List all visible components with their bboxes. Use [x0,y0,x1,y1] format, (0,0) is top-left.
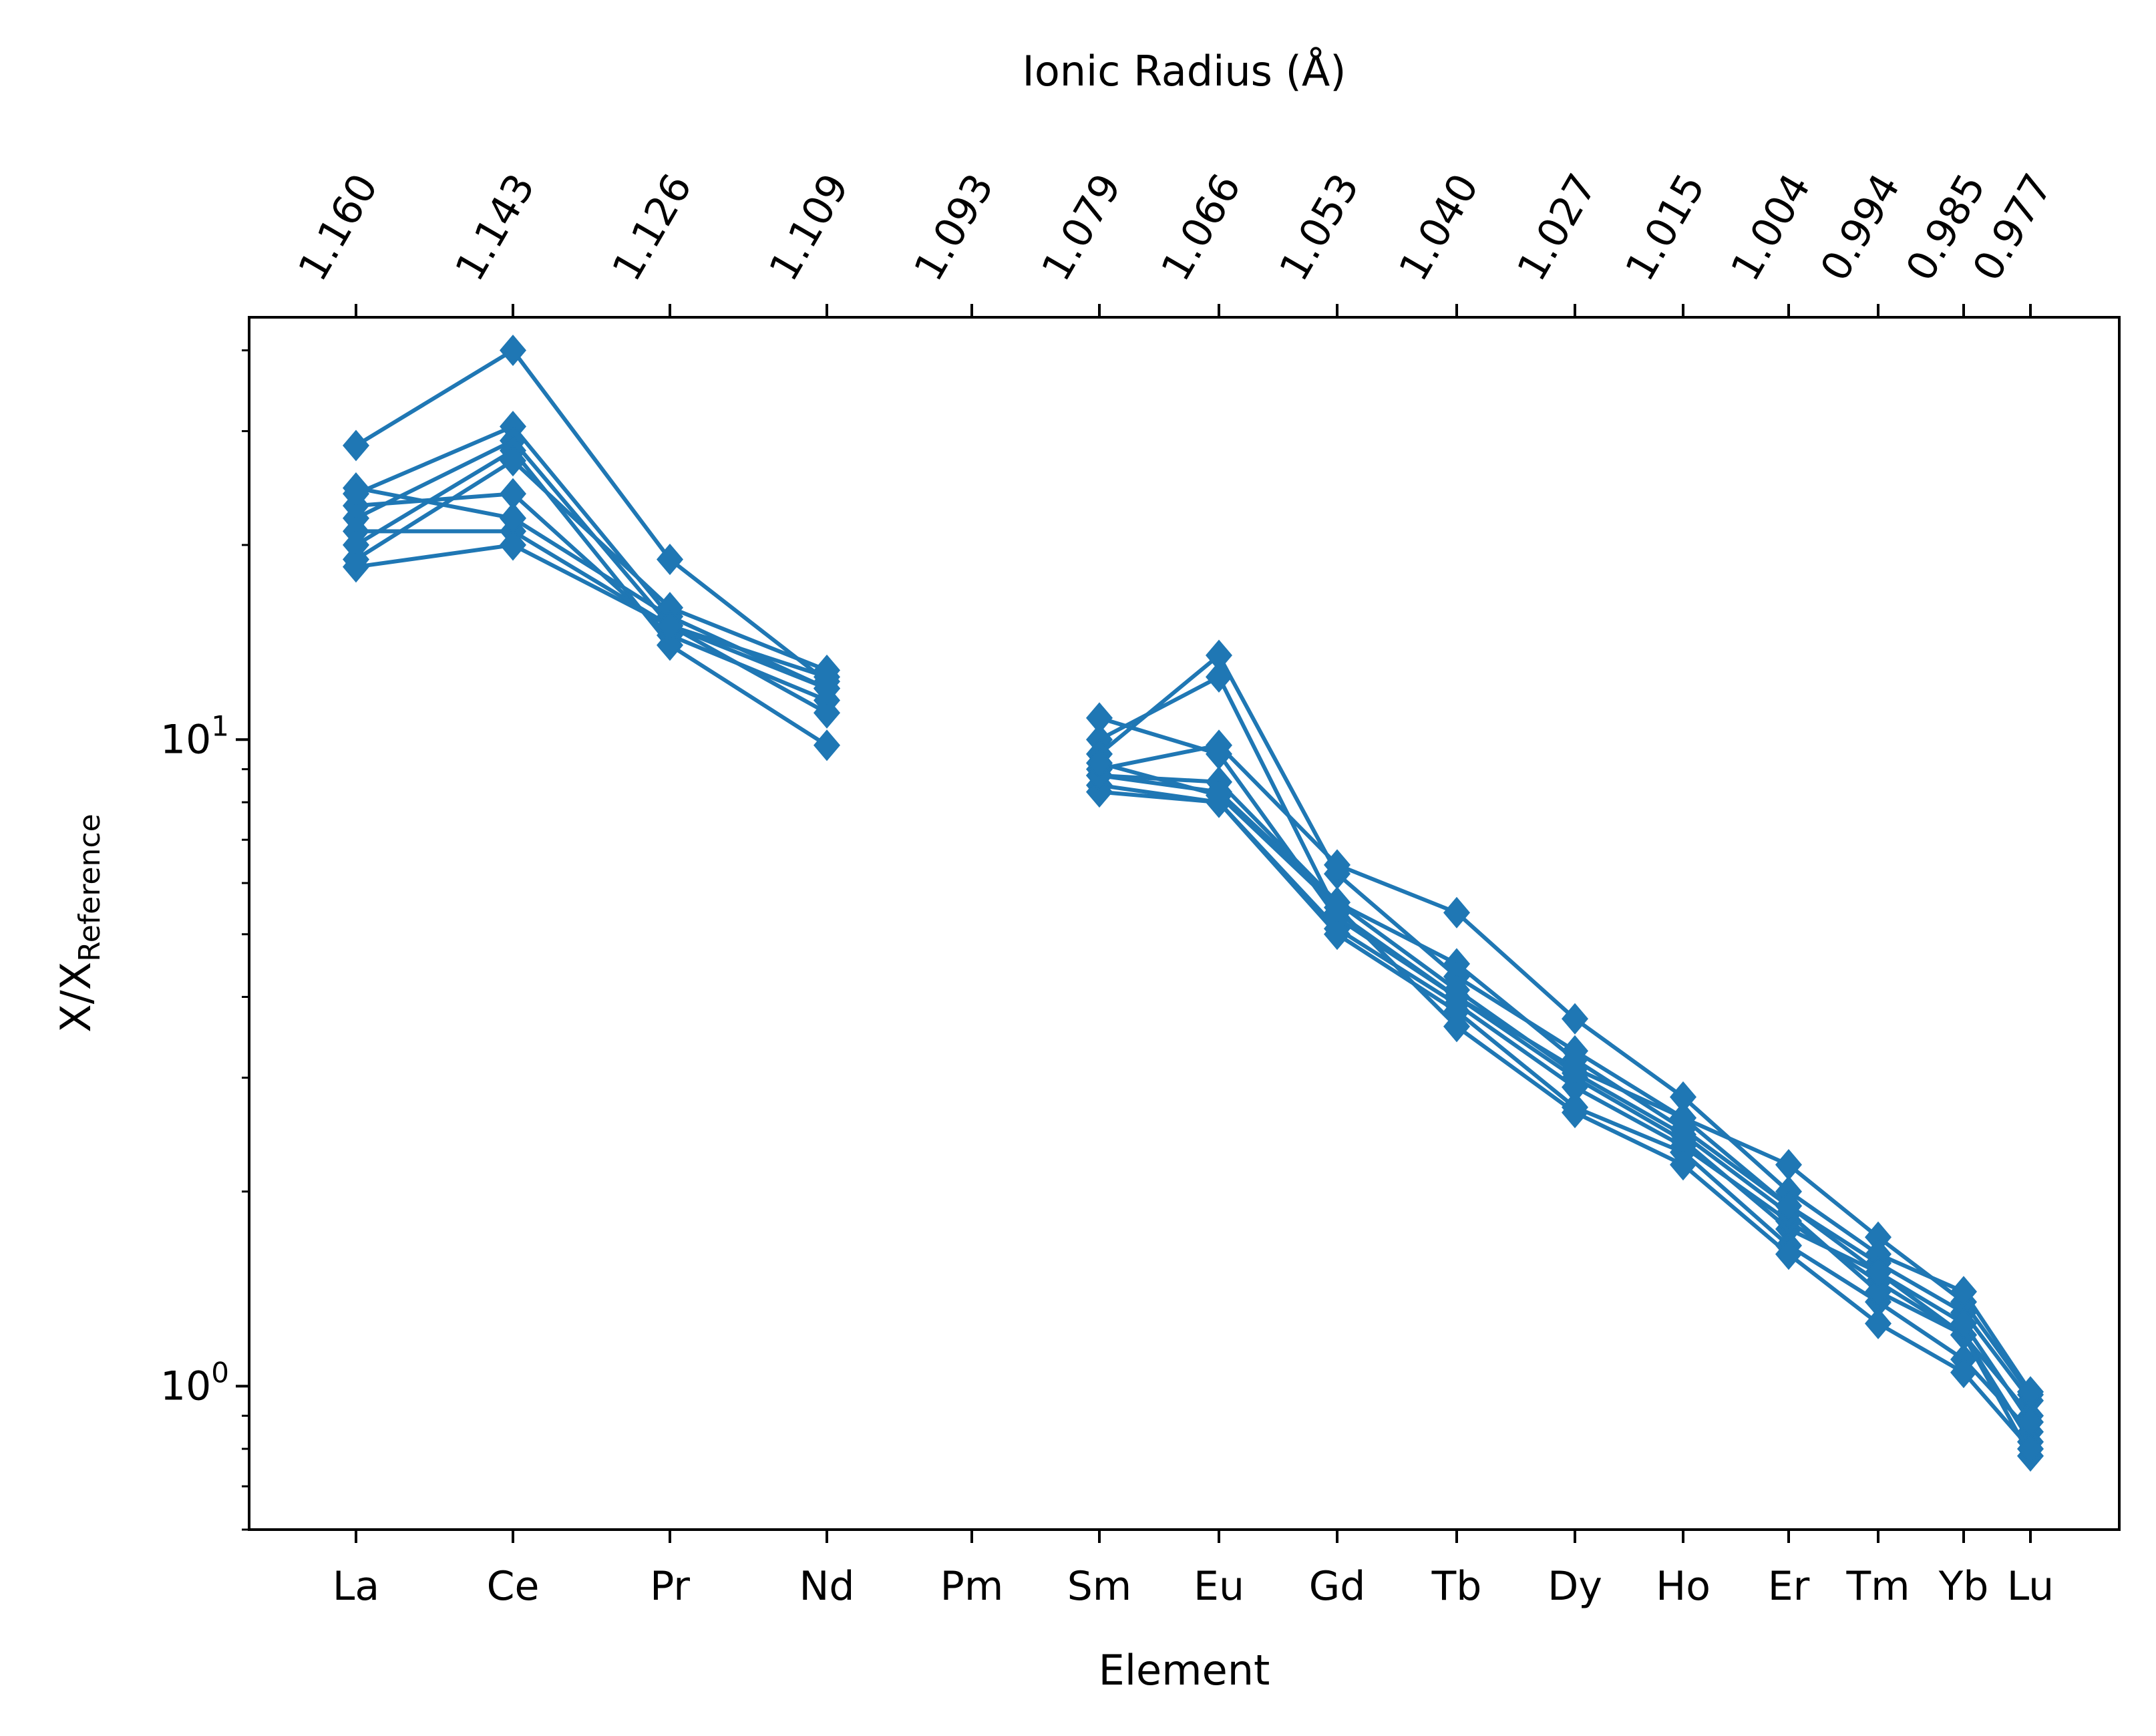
data-point [2016,1433,2044,1465]
data-point [1561,1053,1589,1085]
x-tick-label: Dy [1548,1563,1602,1610]
y-tick-label-exponent: 0 [211,1356,229,1389]
x-tick-label: Gd [1309,1563,1366,1610]
data-point [1443,1011,1471,1043]
y-tick-label-exponent: 1 [211,709,229,742]
data-point [1775,1190,1803,1222]
data-point [1323,849,1351,881]
y-tick-label-base: 10 [160,716,211,763]
series-line [355,448,828,747]
series-line [356,529,828,715]
data-point [1775,1238,1803,1270]
top-x-axis-label: Ionic Radius (Å) [1023,47,1346,96]
data-point [1323,892,1351,924]
x-tick-label: Yb [1938,1563,1989,1610]
data-point [1669,1102,1697,1134]
data-point [1950,1276,1978,1308]
data-point [499,529,527,561]
data-point [342,551,370,583]
x-tick-label: Eu [1194,1563,1244,1610]
data-point [1950,1307,1978,1339]
data-point [1561,1097,1589,1129]
x-tick-label: Er [1768,1563,1810,1610]
series-line [355,486,828,691]
data-point [813,673,841,705]
data-point [499,445,527,477]
data-point [1950,1357,1978,1389]
y-axis-label-sub: Reference [73,814,107,962]
series-layer [342,334,2044,1472]
data-point [1864,1307,1892,1339]
data-point [1205,639,1233,671]
series-line [1098,653,2032,1396]
x-tick-label: Sm [1067,1563,1132,1610]
y-tick-label-base: 10 [160,1363,211,1409]
series-line [1099,761,2032,1451]
series-line [1099,790,2032,1443]
data-point [656,610,684,642]
data-point [1443,896,1471,928]
x-tick-label: Tm [1845,1563,1910,1610]
data-series [342,529,2044,1465]
y-tick-label: 101 [160,709,229,763]
data-point [1669,1149,1697,1181]
data-point [1864,1256,1892,1288]
x-tick-label: Tb [1431,1563,1482,1610]
data-point [499,334,527,367]
y-tick-label: 100 [160,1356,229,1409]
data-point [1085,747,1113,779]
data-point [342,472,370,504]
x-tick-label: Pm [940,1563,1004,1610]
data-point [1205,738,1233,770]
data-point [656,543,684,576]
data-point [813,697,841,729]
x-tick-label: Ce [487,1563,540,1610]
x-axis-label: Element [1099,1646,1270,1695]
data-point [1085,776,1113,808]
x-tick-label: Pr [650,1563,690,1610]
x-tick-label: Nd [799,1563,855,1610]
svg-text:X/XReference: X/XReference [51,814,107,1032]
data-point [342,429,370,462]
y-axis-label-main: X/X [51,962,100,1033]
data-point [813,729,841,761]
data-point [1085,702,1113,734]
series-line [1099,716,2032,1423]
series-line [355,458,828,673]
series-line [1099,773,2032,1457]
x-tick-label: Ho [1656,1563,1711,1610]
series-line [1098,675,2032,1417]
data-point [1561,1003,1589,1035]
series-line [355,542,828,691]
data-point [1864,1276,1892,1308]
series-line [1099,743,2032,1393]
data-point [1205,779,1233,812]
x-tick-label: La [333,1563,379,1610]
plot-frame [248,316,2121,1531]
series-line [355,348,828,683]
data-point [656,629,684,661]
x-tick-label: Lu [2007,1563,2054,1610]
y-axis-label: X/XReference [51,814,107,1032]
